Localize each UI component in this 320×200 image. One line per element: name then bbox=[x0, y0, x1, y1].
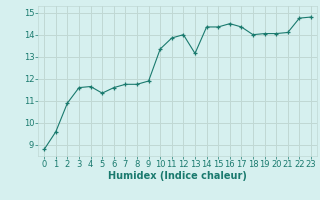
X-axis label: Humidex (Indice chaleur): Humidex (Indice chaleur) bbox=[108, 171, 247, 181]
